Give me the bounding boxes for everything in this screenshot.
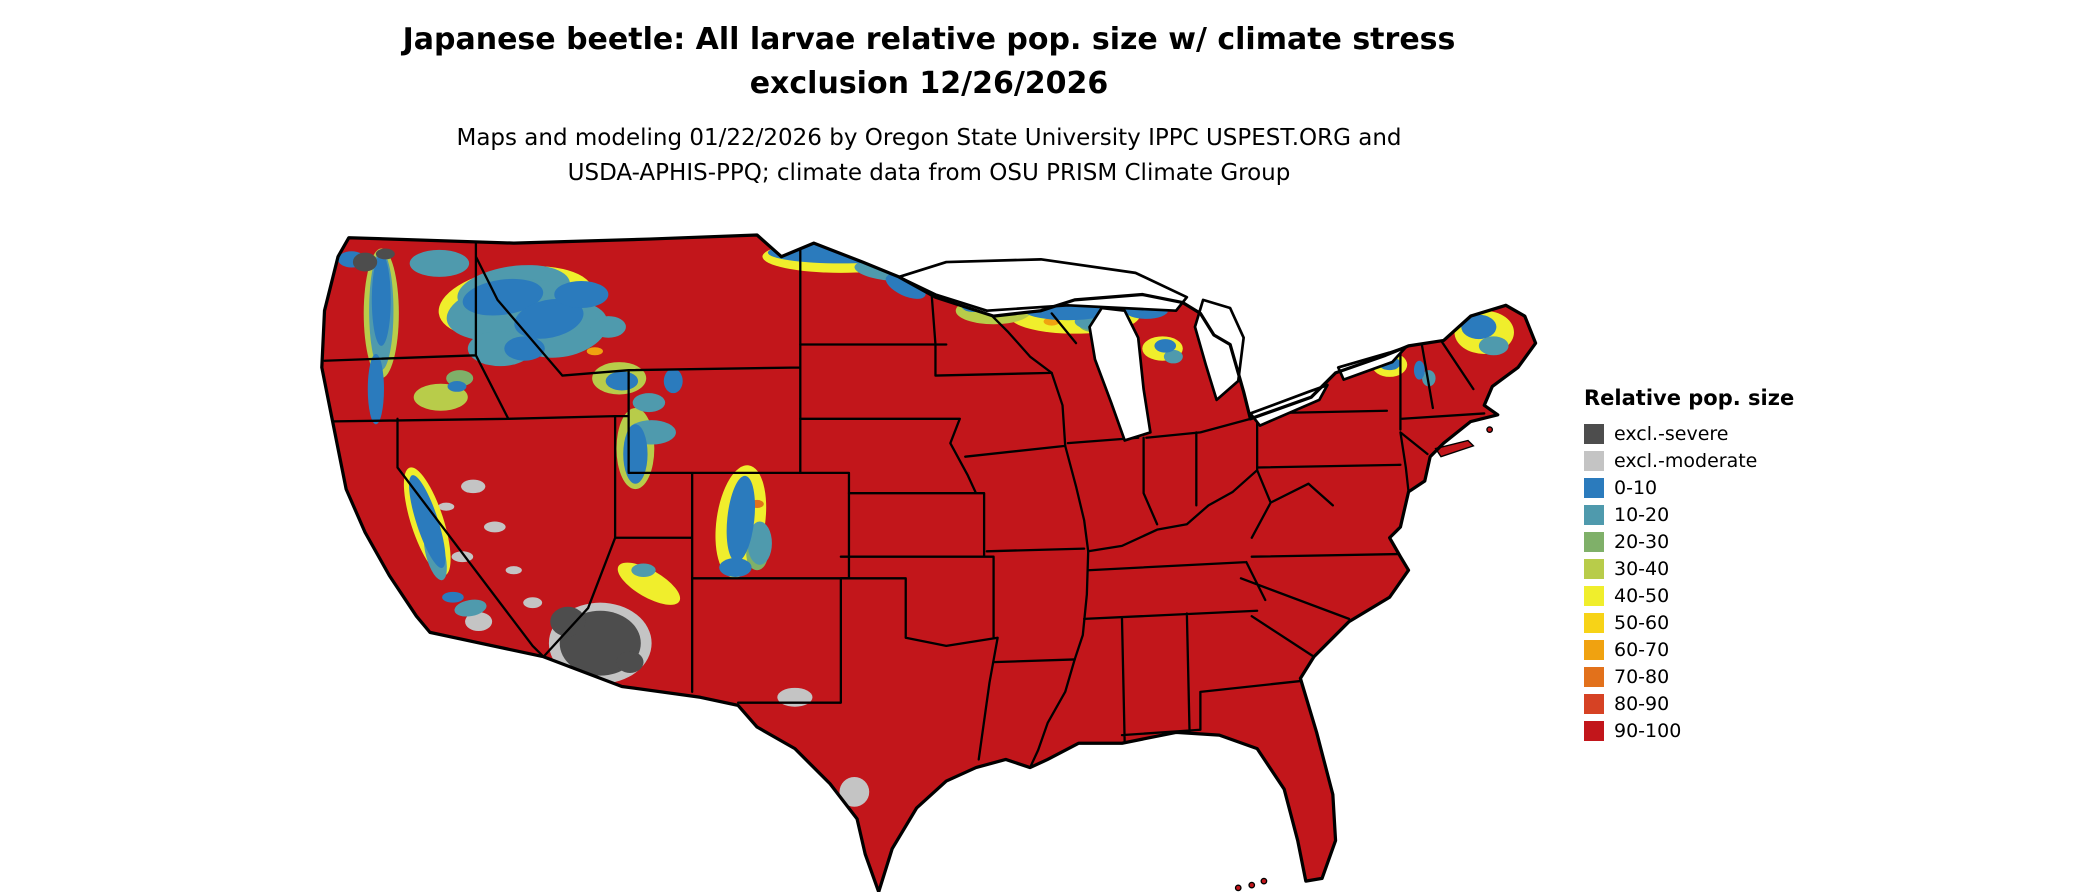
us-map xyxy=(311,216,1541,892)
legend-label: 70-80 xyxy=(1614,665,1670,688)
legend-swatch-90-100 xyxy=(1584,720,1604,741)
legend-swatch-10-20 xyxy=(1584,504,1604,525)
legend-row: 60-70 xyxy=(1584,636,1794,663)
legend-swatch-40-50 xyxy=(1584,585,1604,606)
excl-severe-patches xyxy=(352,248,644,676)
legend-row: 10-20 xyxy=(1584,501,1794,528)
island-dot xyxy=(1486,426,1494,434)
subtitle-line-1: Maps and modeling 01/22/2026 by Oregon S… xyxy=(456,125,1402,151)
legend-row: 70-80 xyxy=(1584,663,1794,690)
state-borders xyxy=(321,236,1486,769)
legend-row: excl.-moderate xyxy=(1584,447,1794,474)
legend-label: 80-90 xyxy=(1614,692,1670,715)
legend-label: 20-30 xyxy=(1614,530,1670,553)
legend-label: 90-100 xyxy=(1614,719,1682,742)
florida-keys-dot xyxy=(1260,877,1268,885)
legend-row: 30-40 xyxy=(1584,555,1794,582)
legend-swatch-excl-severe xyxy=(1584,423,1604,444)
class-0-10-patches xyxy=(338,241,1497,603)
legend-label: 30-40 xyxy=(1614,557,1670,580)
legend-label: 40-50 xyxy=(1614,584,1670,607)
title-line-2: exclusion 12/26/2026 xyxy=(749,65,1109,101)
legend-row: 80-90 xyxy=(1584,690,1794,717)
legend-label: 50-60 xyxy=(1614,611,1670,634)
title-line-1: Japanese beetle: All larvae relative pop… xyxy=(402,22,1456,57)
legend-swatch-excl-moderate xyxy=(1584,450,1604,471)
legend-swatch-80-90 xyxy=(1584,693,1604,714)
figure-header: Japanese beetle: All larvae relative pop… xyxy=(0,18,1858,190)
map-fill-layers xyxy=(321,235,1536,892)
page-title: Japanese beetle: All larvae relative pop… xyxy=(0,18,1858,105)
long-island xyxy=(1434,439,1475,458)
lake-michigan xyxy=(1088,306,1152,442)
coastal-islands xyxy=(1234,426,1494,892)
legend-label: excl.-moderate xyxy=(1614,449,1758,472)
legend-swatch-70-80 xyxy=(1584,666,1604,687)
legend-row: 0-10 xyxy=(1584,474,1794,501)
legend-row: 40-50 xyxy=(1584,582,1794,609)
legend-label: 10-20 xyxy=(1614,503,1670,526)
legend-row: 90-100 xyxy=(1584,717,1794,744)
legend-label: 0-10 xyxy=(1614,476,1658,499)
legend-row: 50-60 xyxy=(1584,609,1794,636)
legend-swatch-0-10 xyxy=(1584,477,1604,498)
legend-swatch-50-60 xyxy=(1584,612,1604,633)
subtitle-line-2: USDA-APHIS-PPQ; climate data from OSU PR… xyxy=(567,159,1291,186)
legend-label: excl.-severe xyxy=(1614,422,1729,445)
figure-subtitle: Maps and modeling 01/22/2026 by Oregon S… xyxy=(0,121,1858,190)
legend-swatch-30-40 xyxy=(1584,558,1604,579)
legend-swatch-20-30 xyxy=(1584,531,1604,552)
map-legend: Relative pop. size excl.-severe excl.-mo… xyxy=(1584,386,1794,744)
legend-label: 60-70 xyxy=(1614,638,1670,661)
legend-swatch-60-70 xyxy=(1584,639,1604,660)
florida-keys-dot xyxy=(1234,884,1242,892)
florida-keys-dot xyxy=(1248,881,1256,889)
legend-row: 20-30 xyxy=(1584,528,1794,555)
legend-title: Relative pop. size xyxy=(1584,386,1795,410)
us-map-svg xyxy=(320,233,1538,892)
legend-row: excl.-severe xyxy=(1584,420,1794,447)
